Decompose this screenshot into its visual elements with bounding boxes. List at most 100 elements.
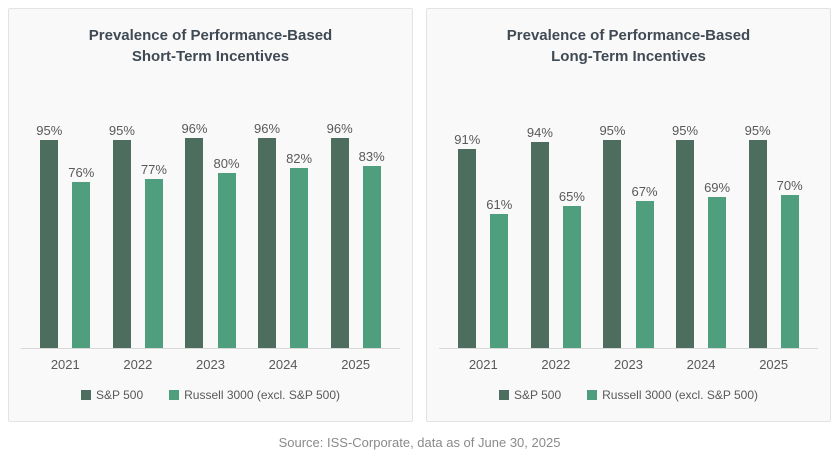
bar-value-label: 70% [776, 177, 803, 193]
bar-value-label: 95% [672, 122, 699, 138]
bar-column: 95% [745, 124, 771, 348]
x-axis-labels: 2021 2022 2023 2024 2025 [439, 357, 818, 372]
bar-column: 80% [213, 155, 240, 348]
bar [72, 181, 91, 348]
bar [112, 139, 131, 348]
bar [490, 213, 509, 348]
x-axis-label: 2022 [123, 356, 153, 372]
bar-group: 95% 67% [599, 124, 658, 348]
bar-value-label: 67% [631, 183, 658, 199]
x-axis-label: 2022 [541, 356, 571, 372]
bar-group: 95% 69% [672, 124, 730, 348]
bar-value-label: 95% [599, 122, 626, 138]
bar-value-label: 61% [486, 196, 513, 212]
bar [562, 205, 581, 348]
bar-group: 94% 65% [527, 126, 585, 348]
bar [780, 194, 799, 348]
short-term-incentives-chart-card: Prevalence of Performance-Based Short-Ter… [8, 8, 413, 422]
bar [603, 139, 622, 348]
legend: S&P 500 Russell 3000 (excl. S&P 500) [439, 388, 818, 402]
bar-value-label: 96% [326, 120, 353, 136]
legend-item: Russell 3000 (excl. S&P 500) [587, 388, 758, 402]
legend: S&P 500 Russell 3000 (excl. S&P 500) [21, 388, 400, 402]
bar-column: 94% [527, 126, 553, 348]
bar-value-label: 96% [254, 120, 281, 136]
bar-column: 83% [359, 150, 385, 348]
bar-group: 96% 80% [181, 122, 240, 348]
bar [635, 200, 654, 348]
x-axis-label: 2021 [50, 356, 80, 372]
bar [185, 137, 204, 348]
legend-swatch [498, 389, 509, 400]
bar-column: 69% [704, 181, 730, 348]
bar-column: 65% [559, 190, 585, 348]
chart-title: Prevalence of Performance-Based Long-Term… [506, 27, 751, 66]
bar-value-label: 96% [181, 120, 208, 136]
bar-value-label: 76% [68, 164, 95, 180]
bar [40, 139, 59, 348]
legend-label: S&P 500 [95, 387, 144, 402]
bar-column: 95% [36, 124, 62, 348]
x-axis-label: 2025 [759, 356, 789, 372]
legend-label: S&P 500 [513, 387, 562, 402]
bar-column: 61% [486, 198, 512, 348]
bar-value-label: 82% [286, 150, 313, 166]
bar [530, 141, 549, 348]
bar-value-label: 65% [558, 188, 585, 204]
bar-column: 95% [109, 124, 135, 348]
bar [458, 148, 477, 348]
bar-group: 95% 76% [36, 124, 94, 348]
bar-value-label: 95% [744, 122, 771, 138]
bar-value-label: 83% [358, 148, 385, 164]
bar [144, 178, 163, 348]
bar-group: 96% 82% [254, 122, 312, 348]
bar [708, 196, 727, 348]
bar-column: 82% [286, 152, 312, 348]
legend-swatch [169, 389, 180, 400]
bar-group: 96% 83% [327, 122, 385, 348]
bar-column: 95% [672, 124, 698, 348]
bar-group: 95% 77% [109, 124, 167, 348]
bar-column: 76% [68, 166, 94, 348]
bar-column: 96% [327, 122, 353, 348]
legend-label: Russell 3000 (excl. S&P 500) [184, 387, 340, 402]
bar [676, 139, 695, 348]
bar-column: 67% [631, 183, 658, 348]
plot-area: 91% 61% 94% 65% 95% 67% 95% 69% 95% 70% [439, 124, 818, 349]
long-term-incentives-chart-card: Prevalence of Performance-Based Long-Term… [426, 8, 831, 422]
x-axis-label: 2023 [196, 356, 225, 372]
legend-item: Russell 3000 (excl. S&P 500) [169, 388, 340, 402]
bar-column: 96% [254, 122, 280, 348]
x-axis-label: 2023 [614, 356, 643, 372]
bar-value-label: 77% [140, 161, 167, 177]
legend-item: S&P 500 [80, 387, 144, 402]
chart-title: Prevalence of Performance-Based Short-Ter… [88, 27, 333, 66]
bar [217, 172, 236, 348]
bar [330, 137, 349, 348]
legend-swatch [587, 389, 598, 400]
legend-label: Russell 3000 (excl. S&P 500) [602, 387, 758, 402]
legend-swatch [80, 389, 91, 400]
bar-column: 96% [181, 122, 207, 348]
bar-value-label: 91% [454, 131, 481, 147]
bar-value-label: 69% [704, 179, 731, 195]
x-axis-label: 2024 [268, 356, 298, 372]
x-axis-label: 2024 [686, 356, 716, 372]
x-axis-label: 2021 [468, 356, 498, 372]
legend-item: S&P 500 [498, 387, 562, 402]
bar-value-label: 95% [108, 122, 135, 138]
charts-row: Prevalence of Performance-Based Short-Ter… [8, 8, 831, 422]
bar-column: 91% [454, 133, 480, 348]
x-axis-labels: 2021 2022 2023 2024 2025 [21, 357, 400, 372]
bar [748, 139, 767, 348]
bar-column: 77% [141, 163, 167, 348]
bar-group: 95% 70% [745, 124, 803, 348]
plot-area: 95% 76% 95% 77% 96% 80% 96% 82% 96% 83% [21, 122, 400, 349]
source-note: Source: ISS-Corporate, data as of June 3… [278, 435, 561, 450]
bar-value-label: 80% [213, 155, 240, 171]
bar-column: 95% [599, 124, 625, 348]
bar-column: 70% [777, 179, 803, 348]
bar-value-label: 95% [36, 122, 63, 138]
bar [362, 165, 381, 348]
